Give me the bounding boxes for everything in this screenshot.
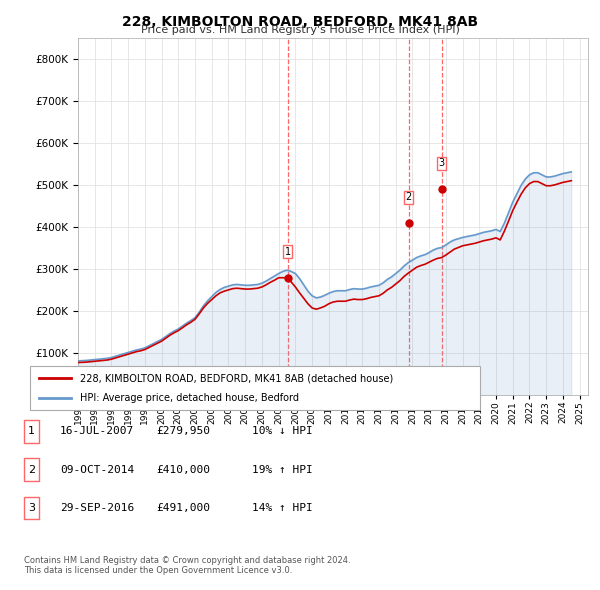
Text: 19% ↑ HPI: 19% ↑ HPI	[252, 465, 313, 474]
Text: 14% ↑ HPI: 14% ↑ HPI	[252, 503, 313, 513]
Text: 09-OCT-2014: 09-OCT-2014	[60, 465, 134, 474]
Text: 2: 2	[406, 192, 412, 202]
Text: £491,000: £491,000	[156, 503, 210, 513]
Text: Price paid vs. HM Land Registry's House Price Index (HPI): Price paid vs. HM Land Registry's House …	[140, 25, 460, 35]
Text: 1: 1	[28, 427, 35, 436]
Text: 1: 1	[284, 247, 291, 257]
Text: HPI: Average price, detached house, Bedford: HPI: Average price, detached house, Bedf…	[79, 393, 299, 402]
Text: 228, KIMBOLTON ROAD, BEDFORD, MK41 8AB: 228, KIMBOLTON ROAD, BEDFORD, MK41 8AB	[122, 15, 478, 29]
Text: 16-JUL-2007: 16-JUL-2007	[60, 427, 134, 436]
FancyBboxPatch shape	[30, 366, 480, 410]
Text: Contains HM Land Registry data © Crown copyright and database right 2024.
This d: Contains HM Land Registry data © Crown c…	[24, 556, 350, 575]
Text: £279,950: £279,950	[156, 427, 210, 436]
Text: 3: 3	[439, 158, 445, 168]
Text: £410,000: £410,000	[156, 465, 210, 474]
Text: 10% ↓ HPI: 10% ↓ HPI	[252, 427, 313, 436]
Text: 228, KIMBOLTON ROAD, BEDFORD, MK41 8AB (detached house): 228, KIMBOLTON ROAD, BEDFORD, MK41 8AB (…	[79, 373, 393, 383]
Text: 2: 2	[28, 465, 35, 474]
Text: 3: 3	[28, 503, 35, 513]
Text: 29-SEP-2016: 29-SEP-2016	[60, 503, 134, 513]
